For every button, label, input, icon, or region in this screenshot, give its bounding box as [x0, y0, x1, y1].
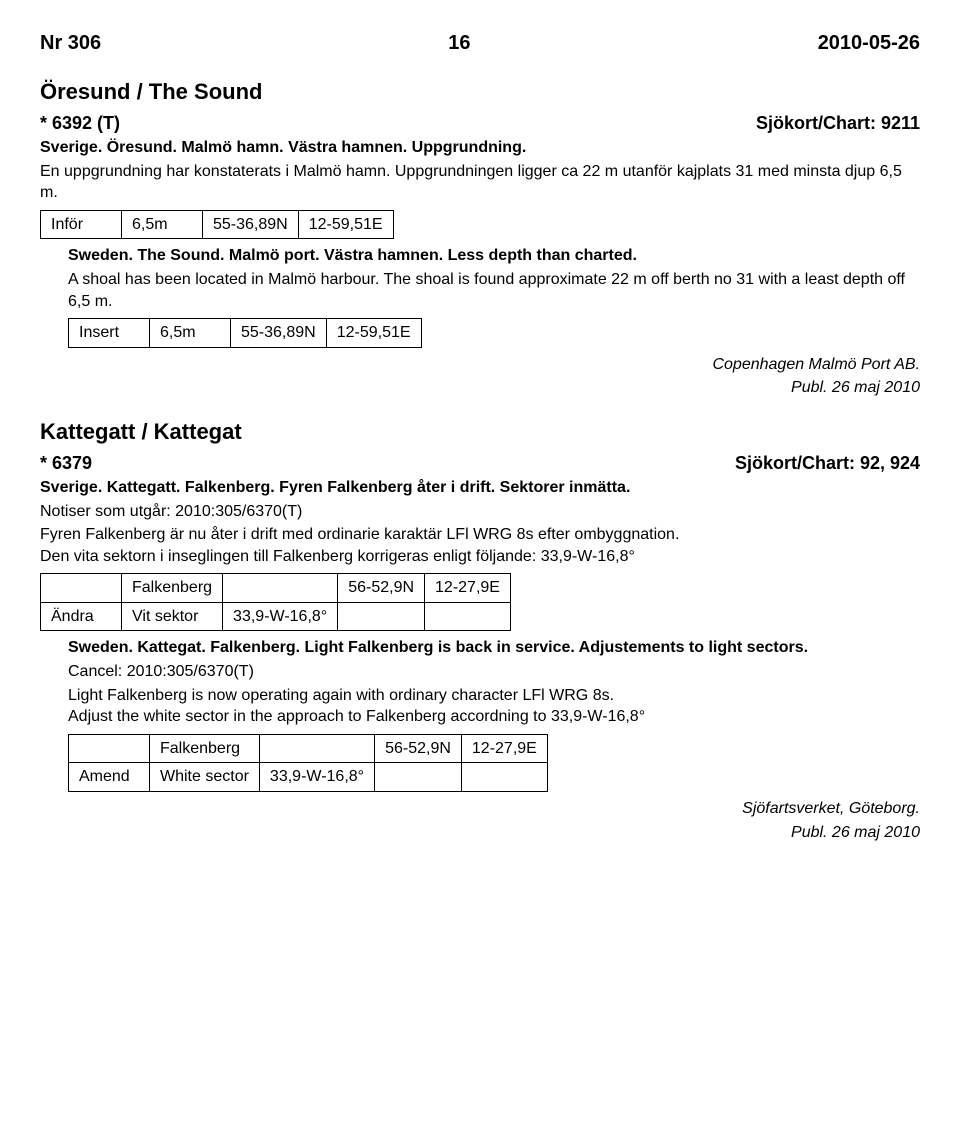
header-right: 2010-05-26 — [818, 30, 920, 57]
table-row: Falkenberg 56-52,9N 12-27,9E — [69, 734, 548, 763]
cell: 33,9-W-16,8° — [223, 602, 338, 631]
cell: 6,5m — [150, 319, 231, 348]
region-title-1: Öresund / The Sound — [40, 77, 920, 107]
sv-cancel-2: Notiser som utgår: 2010:305/6370(T) — [40, 501, 920, 523]
region-title-2: Kattegatt / Kattegat — [40, 417, 920, 447]
cell: 12-27,9E — [461, 734, 547, 763]
sv-heading-1: Sverige. Öresund. Malmö hamn. Västra ham… — [40, 137, 920, 159]
en-heading-1: Sweden. The Sound. Malmö port. Västra ha… — [68, 245, 920, 267]
notice-row-1: * 6392 (T) Sjökort/Chart: 9211 — [40, 111, 920, 135]
cell — [41, 574, 122, 603]
cell — [338, 602, 425, 631]
sv-heading-2: Sverige. Kattegatt. Falkenberg. Fyren Fa… — [40, 477, 920, 499]
cell — [69, 734, 150, 763]
cell: Falkenberg — [150, 734, 260, 763]
cell: 12-27,9E — [425, 574, 511, 603]
table-row: Ändra Vit sektor 33,9-W-16,8° — [41, 602, 511, 631]
sv-body-2: Fyren Falkenberg är nu åter i drift med … — [40, 524, 920, 567]
publ-1: Publ. 26 maj 2010 — [40, 377, 920, 399]
table-amend: Falkenberg 56-52,9N 12-27,9E Amend White… — [68, 734, 548, 792]
cell: 33,9-W-16,8° — [259, 763, 374, 792]
header-center: 16 — [448, 30, 470, 57]
sv-body-1: En uppgrundning har konstaterats i Malmö… — [40, 161, 920, 204]
table-andra: Falkenberg 56-52,9N 12-27,9E Ändra Vit s… — [40, 573, 511, 631]
cell — [259, 734, 374, 763]
cell — [375, 763, 462, 792]
chart-label-2: Sjökort/Chart: 92, 924 — [735, 451, 920, 475]
cell: 12-59,51E — [298, 210, 393, 239]
cell — [425, 602, 511, 631]
source-1: Copenhagen Malmö Port AB. — [40, 354, 920, 376]
cell: Ändra — [41, 602, 122, 631]
cell: Vit sektor — [122, 602, 223, 631]
table-insert: Insert 6,5m 55-36,89N 12-59,51E — [68, 318, 422, 348]
table-row: Inför 6,5m 55-36,89N 12-59,51E — [41, 210, 394, 239]
cell: Inför — [41, 210, 122, 239]
cell — [461, 763, 547, 792]
notice-id-2: * 6379 — [40, 451, 92, 475]
cell: 6,5m — [122, 210, 203, 239]
cell: Insert — [69, 319, 150, 348]
cell: White sector — [150, 763, 260, 792]
en-body-2: Light Falkenberg is now operating again … — [68, 685, 920, 728]
source-2: Sjöfartsverket, Göteborg. — [40, 798, 920, 820]
cell: 55-36,89N — [203, 210, 299, 239]
cell: 55-36,89N — [231, 319, 327, 348]
cell: Falkenberg — [122, 574, 223, 603]
en-cancel-2: Cancel: 2010:305/6370(T) — [68, 661, 920, 683]
notice-row-2: * 6379 Sjökort/Chart: 92, 924 — [40, 451, 920, 475]
cell: 56-52,9N — [375, 734, 462, 763]
table-row: Falkenberg 56-52,9N 12-27,9E — [41, 574, 511, 603]
en-body-1: A shoal has been located in Malmö harbou… — [68, 269, 920, 312]
publ-2: Publ. 26 maj 2010 — [40, 822, 920, 844]
page-header: Nr 306 16 2010-05-26 — [40, 30, 920, 57]
cell: 56-52,9N — [338, 574, 425, 603]
chart-label-1: Sjökort/Chart: 9211 — [756, 111, 920, 135]
table-row: Amend White sector 33,9-W-16,8° — [69, 763, 548, 792]
cell: 12-59,51E — [326, 319, 421, 348]
header-left: Nr 306 — [40, 30, 101, 57]
table-infor: Inför 6,5m 55-36,89N 12-59,51E — [40, 210, 394, 240]
cell — [223, 574, 338, 603]
table-row: Insert 6,5m 55-36,89N 12-59,51E — [69, 319, 422, 348]
cell: Amend — [69, 763, 150, 792]
notice-id-1: * 6392 (T) — [40, 111, 120, 135]
en-heading-2: Sweden. Kattegat. Falkenberg. Light Falk… — [68, 637, 920, 659]
